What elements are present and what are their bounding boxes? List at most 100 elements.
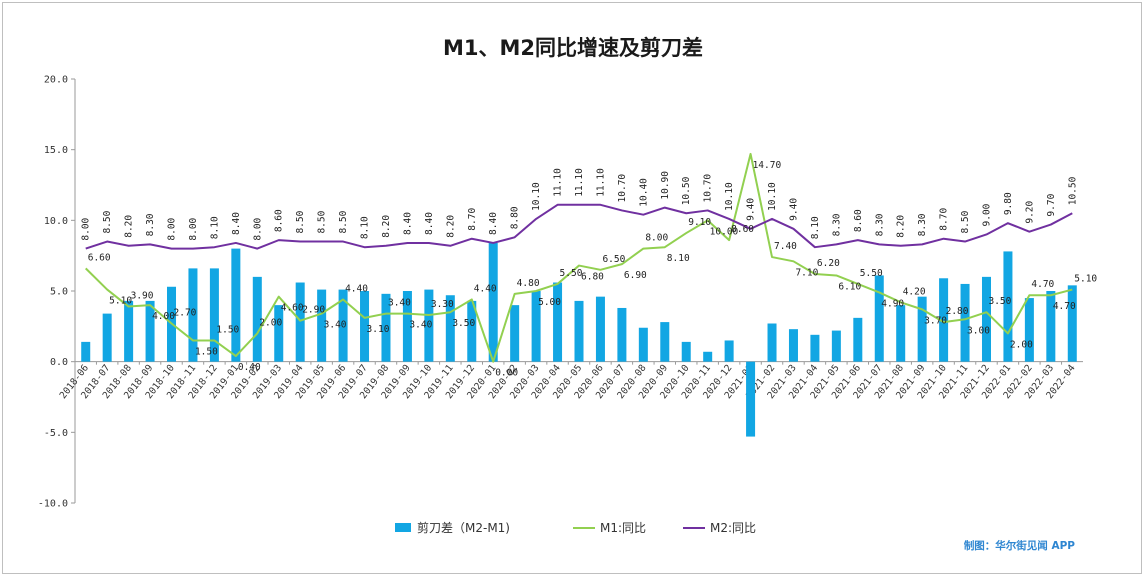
m2-data-label: 8.20 bbox=[445, 215, 456, 238]
bar-mark bbox=[853, 317, 863, 362]
m1-data-label: 6.80 bbox=[581, 272, 604, 283]
m2-data-label: 11.10 bbox=[574, 168, 585, 197]
bar-mark bbox=[295, 282, 305, 362]
m2-data-label: 11.10 bbox=[595, 168, 606, 197]
m1-data-label: 4.20 bbox=[903, 286, 926, 297]
m2-data-label: 8.30 bbox=[874, 213, 885, 236]
m1-data-label: 3.30 bbox=[431, 299, 454, 310]
bars-series bbox=[81, 242, 1077, 437]
bar-mark bbox=[209, 268, 219, 362]
legend-bar-swatch bbox=[395, 523, 411, 532]
bar-mark bbox=[231, 248, 241, 362]
m1-data-label: 3.10 bbox=[367, 324, 390, 335]
bar-mark bbox=[531, 291, 541, 362]
m2-data-label: 9.80 bbox=[1003, 192, 1014, 215]
m2-data-label: 8.50 bbox=[295, 210, 306, 233]
m1-data-label: 0.00 bbox=[495, 368, 518, 379]
m2-data-label: 9.40 bbox=[746, 198, 757, 221]
m1-data-label: 3.70 bbox=[924, 315, 947, 326]
y-tick-label: 20.0 bbox=[44, 75, 68, 86]
bar-mark bbox=[1024, 298, 1034, 362]
bar-mark bbox=[767, 323, 777, 362]
legend: 剪刀差（M2-M1) M1:同比 M2:同比 bbox=[395, 520, 756, 535]
bar-mark bbox=[724, 340, 734, 362]
bar-mark bbox=[574, 300, 584, 362]
y-tick-label: 10.0 bbox=[44, 216, 68, 227]
bar-mark bbox=[445, 295, 455, 362]
m2-data-label: 10.10 bbox=[767, 182, 778, 211]
m1-data-label: 5.00 bbox=[538, 297, 561, 308]
m1-data-label: 2.00 bbox=[1010, 339, 1033, 350]
m1-data-label: 2.70 bbox=[174, 308, 197, 319]
m1-data-label: 6.60 bbox=[88, 252, 111, 263]
bar-mark bbox=[788, 329, 798, 362]
m1-data-label: 2.90 bbox=[302, 305, 325, 316]
m1-data-label: 8.10 bbox=[667, 253, 690, 264]
bar-mark bbox=[746, 361, 756, 437]
m1-data-label: 7.40 bbox=[774, 241, 797, 252]
m2-data-label: 8.00 bbox=[167, 217, 178, 240]
m2-data-label: 8.50 bbox=[338, 210, 349, 233]
bar-mark bbox=[360, 291, 370, 362]
m1-data-label: 4.70 bbox=[1053, 301, 1076, 312]
m2-data-label: 8.70 bbox=[939, 208, 950, 231]
m2-data-label: 10.90 bbox=[660, 171, 671, 200]
credit-text: 制图：华尔街见闻 APP bbox=[964, 539, 1075, 552]
legend-m2-label: M2:同比 bbox=[710, 521, 756, 535]
m1-data-label: 4.40 bbox=[474, 283, 497, 294]
m2-data-label: 8.30 bbox=[145, 213, 156, 236]
m2-data-label: 9.00 bbox=[981, 203, 992, 226]
y-tick-label: -10.0 bbox=[38, 499, 68, 510]
m2-data-label: 8.50 bbox=[317, 210, 328, 233]
bar-mark bbox=[424, 289, 434, 362]
bar-mark bbox=[488, 242, 498, 362]
bar-mark bbox=[917, 296, 927, 362]
m1-data-label: 6.90 bbox=[624, 270, 647, 281]
bar-mark bbox=[960, 283, 970, 362]
y-tick-label: 15.0 bbox=[44, 145, 68, 156]
m1-data-label: 4.90 bbox=[881, 298, 904, 309]
y-tick-label: -5.0 bbox=[44, 428, 68, 439]
m2-data-label: 8.10 bbox=[810, 216, 821, 239]
m2-data-label: 10.50 bbox=[681, 176, 692, 205]
m1-data-label: 4.40 bbox=[345, 283, 368, 294]
m1-data-label: 5.50 bbox=[560, 268, 583, 279]
m2-data-label: 9.70 bbox=[1046, 193, 1057, 216]
m2-data-label: 9.40 bbox=[788, 198, 799, 221]
m1-data-label: 6.20 bbox=[817, 258, 840, 269]
m1-data-label: 2.80 bbox=[946, 306, 969, 317]
bar-mark bbox=[510, 305, 520, 362]
bar-mark bbox=[1046, 291, 1056, 362]
m2-data-label: 10.50 bbox=[1067, 176, 1078, 205]
bar-mark bbox=[981, 276, 991, 362]
m2-series-line bbox=[85, 203, 1073, 250]
m1-data-label: 4.60 bbox=[281, 303, 304, 314]
m2-data-label: 8.50 bbox=[960, 210, 971, 233]
m2-data-label: 8.10 bbox=[360, 216, 371, 239]
m1-data-label: 3.50 bbox=[452, 318, 475, 329]
bar-mark bbox=[831, 330, 841, 362]
bar-mark bbox=[660, 322, 670, 362]
m2-data-label: 8.40 bbox=[402, 212, 413, 235]
m2-data-label: 8.60 bbox=[274, 209, 285, 232]
m2-data-label: 10.70 bbox=[617, 174, 628, 203]
m1-data-label: 3.40 bbox=[409, 320, 432, 331]
m2-data-label: 8.20 bbox=[381, 215, 392, 238]
bar-mark bbox=[317, 289, 327, 362]
bar-mark bbox=[1067, 285, 1077, 362]
y-tick-label: 0.0 bbox=[50, 357, 68, 368]
m1-data-label: 4.00 bbox=[152, 311, 175, 322]
m1-data-label: 5.50 bbox=[860, 268, 883, 279]
m2-data-label: 10.10 bbox=[724, 182, 735, 211]
bar-mark bbox=[188, 268, 198, 362]
m1-data-label: 7.10 bbox=[795, 267, 818, 278]
bar-mark bbox=[1003, 251, 1013, 362]
m1-data-label: 8.60 bbox=[731, 224, 754, 235]
bar-mark bbox=[381, 293, 391, 362]
m1-data-label: 5.10 bbox=[109, 296, 132, 307]
bar-mark bbox=[681, 341, 691, 362]
bar-mark bbox=[638, 327, 648, 362]
m1-data-label: 3.50 bbox=[988, 296, 1011, 307]
bar-mark bbox=[338, 289, 348, 362]
